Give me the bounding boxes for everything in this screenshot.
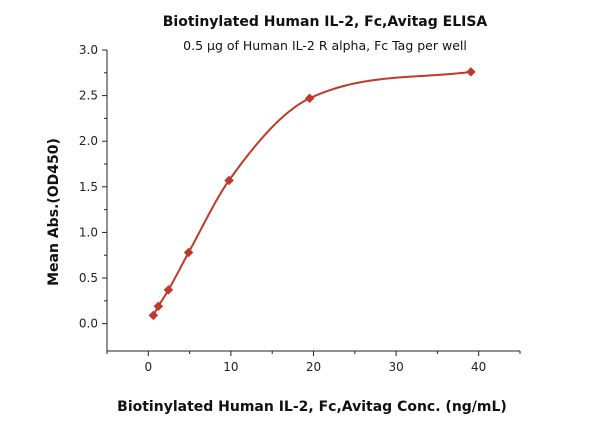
data-point: [183, 247, 194, 258]
y-tick-label: 3.0: [79, 43, 98, 57]
y-axis-label: Mean Abs.(OD450): [46, 138, 62, 286]
axis-ticks: 0.0 0.5 1.0 1.5 2.0 2.5 3.0 0 10 20 30 40: [79, 43, 521, 374]
y-tick-label: 2.5: [79, 89, 98, 103]
x-tick-label: 0: [144, 360, 152, 374]
y-tick-label: 2.0: [79, 134, 98, 148]
data-point: [163, 285, 174, 295]
data-point: [153, 301, 164, 312]
y-tick-label: 0.5: [79, 271, 98, 285]
x-tick-label: 30: [388, 360, 403, 374]
chart-title: Biotinylated Human IL-2, Fc,Avitag ELISA: [163, 14, 488, 30]
data-point: [224, 175, 234, 186]
y-tick-label: 0.0: [79, 317, 98, 331]
chart-subtitle: 0.5 μg of Human IL-2 R alpha, Fc Tag per…: [183, 38, 467, 53]
data-point: [304, 93, 315, 104]
x-tick-label: 20: [306, 360, 321, 374]
fit-curve: [152, 70, 472, 316]
y-tick-label: 1.0: [79, 225, 98, 239]
x-tick-label: 40: [471, 360, 486, 374]
data-points: [148, 67, 476, 321]
y-tick-label: 1.5: [79, 180, 98, 194]
data-point: [466, 67, 476, 77]
data-point: [148, 310, 159, 321]
x-tick-label: 10: [223, 360, 238, 374]
x-axis-label: Biotinylated Human IL-2, Fc,Avitag Conc.…: [117, 399, 507, 415]
